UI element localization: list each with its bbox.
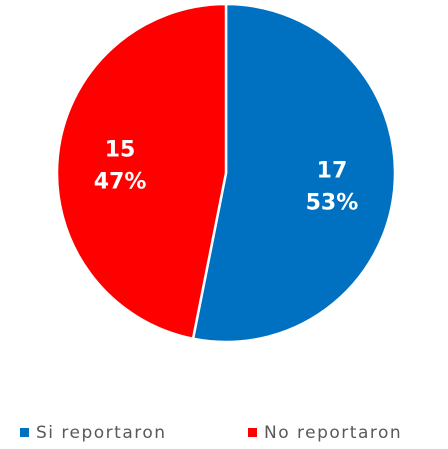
- legend-label-no-reportaron: No reportaron: [264, 423, 402, 443]
- slice-percent-label-si-reportaron: 53%: [306, 190, 359, 215]
- legend-swatch-no-reportaron: [248, 428, 257, 437]
- pie-slice-si-reportaron: [191, 2, 397, 344]
- pie-slices: [55, 2, 397, 344]
- slice-labels: 17 53% 15 47%: [94, 138, 359, 216]
- slice-value-label-no-reportaron: 15: [105, 138, 136, 163]
- legend-swatch-si-reportaron: [20, 428, 29, 437]
- slice-percent-label-no-reportaron: 47%: [94, 170, 147, 195]
- pie-slice-no-reportaron: [55, 2, 228, 341]
- legend: Si reportaron No reportaron: [20, 423, 402, 443]
- slice-value-label-si-reportaron: 17: [317, 158, 348, 183]
- legend-label-si-reportaron: Si reportaron: [36, 423, 167, 443]
